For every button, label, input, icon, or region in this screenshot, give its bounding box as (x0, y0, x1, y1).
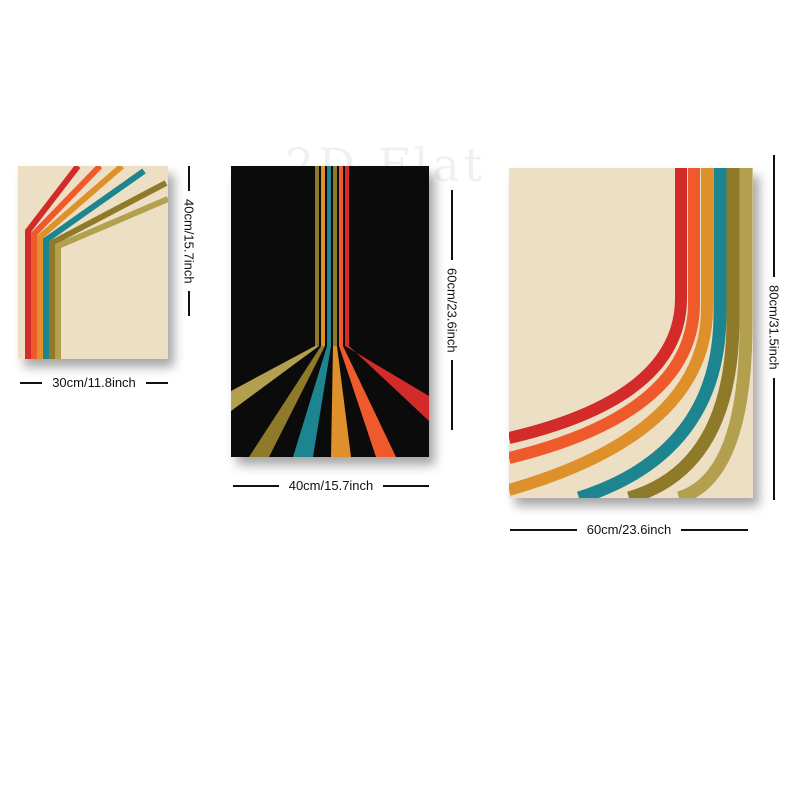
dimension-height-large: 80cm/31.5inch (765, 155, 783, 500)
dimension-width-large: 60cm/23.6inch (510, 522, 748, 537)
dimension-width-small: 30cm/11.8inch (20, 375, 168, 390)
dimension-line (681, 528, 748, 531)
dimension-label: 40cm/15.7inch (288, 478, 374, 493)
dimension-line (20, 381, 43, 384)
dimension-label: 40cm/15.7inch (181, 198, 197, 284)
dimension-line (451, 360, 453, 430)
dimension-line (510, 528, 577, 531)
dimension-line (451, 190, 453, 260)
dimension-width-medium: 40cm/15.7inch (233, 478, 429, 493)
dimension-line (773, 377, 775, 500)
poster-large-art (509, 168, 753, 498)
dimension-line (188, 291, 190, 316)
dimension-height-medium: 60cm/23.6inch (443, 190, 461, 430)
dimension-label: 80cm/31.5inch (766, 285, 782, 370)
poster-medium (231, 166, 429, 457)
poster-small-art (18, 166, 168, 359)
dimension-line (383, 484, 429, 487)
dimension-label: 60cm/23.6inch (444, 267, 460, 353)
poster-large (509, 168, 753, 498)
dimension-line (773, 155, 775, 278)
dimension-line (188, 166, 190, 191)
dimension-label: 30cm/11.8inch (52, 375, 136, 390)
dimension-label: 60cm/23.6inch (586, 522, 672, 537)
dimension-line (145, 381, 168, 384)
dimension-line (233, 484, 279, 487)
dimension-height-small: 40cm/15.7inch (180, 166, 198, 316)
poster-small (18, 166, 168, 359)
poster-medium-art (231, 166, 429, 457)
